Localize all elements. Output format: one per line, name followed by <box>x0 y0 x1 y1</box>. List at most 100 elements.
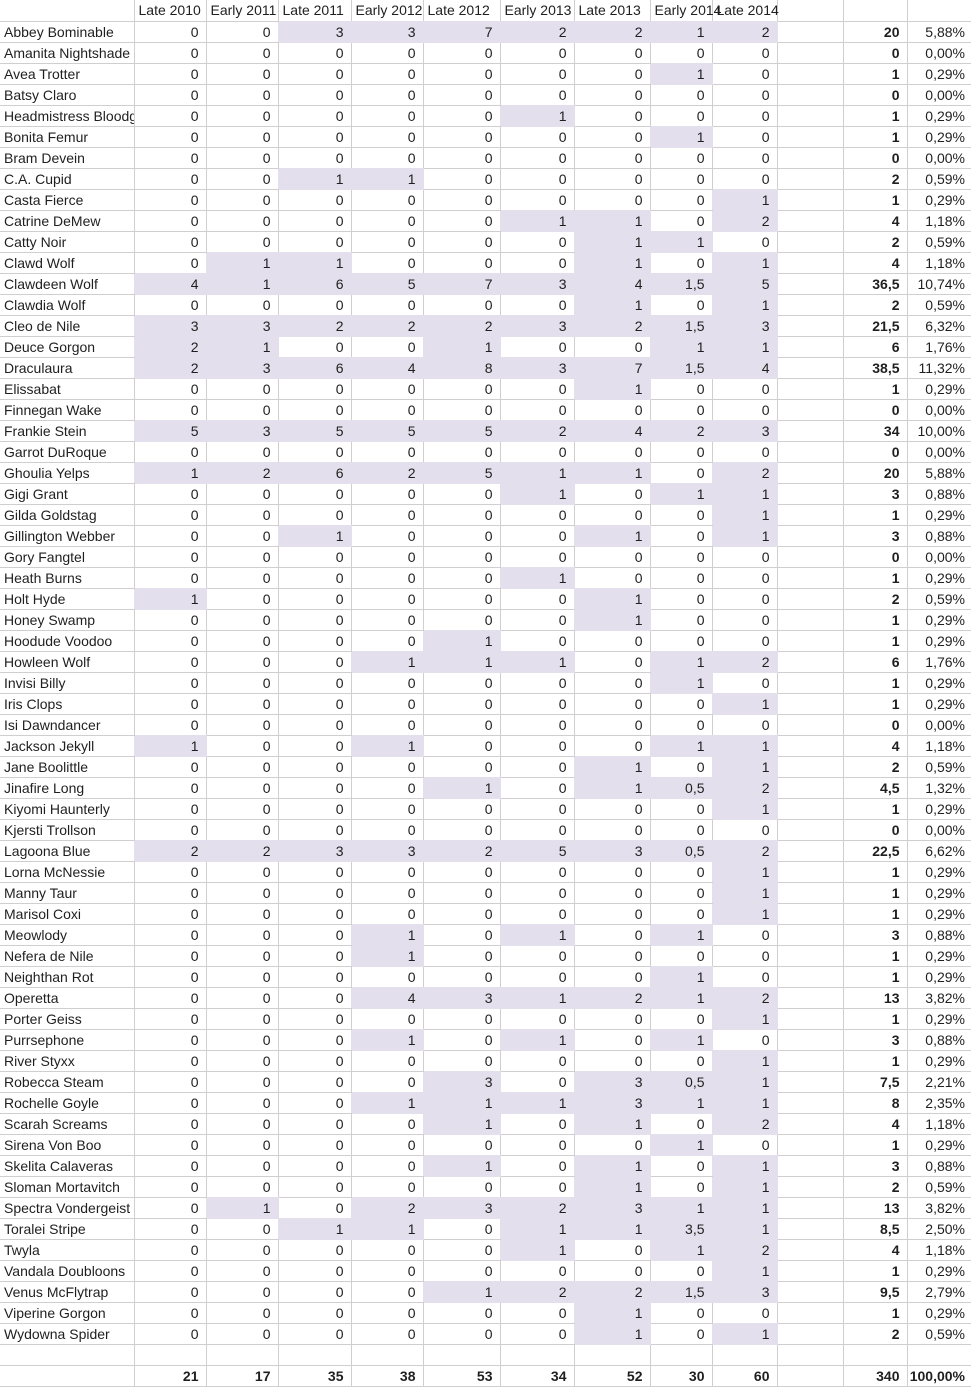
spacer-cell[interactable] <box>777 777 844 799</box>
value-cell[interactable]: 0,5 <box>650 1071 713 1093</box>
value-cell[interactable]: 1 <box>500 105 575 127</box>
value-cell[interactable]: 0 <box>650 819 713 841</box>
row-total-cell[interactable]: 1 <box>843 1050 908 1072</box>
column-total-cell[interactable]: 38 <box>351 1365 424 1387</box>
row-total-cell[interactable]: 1 <box>843 567 908 589</box>
column-header-late-2013[interactable]: Late 2013 <box>574 0 651 22</box>
row-total-cell[interactable]: 0 <box>843 84 908 106</box>
value-cell[interactable]: 0 <box>500 252 575 274</box>
value-cell[interactable]: 0 <box>650 609 713 631</box>
value-cell[interactable]: 0 <box>423 567 501 589</box>
row-percent-cell[interactable]: 0,59% <box>907 294 971 316</box>
spacer-cell[interactable] <box>777 378 844 400</box>
spacer-cell[interactable] <box>777 924 844 946</box>
character-name-cell[interactable]: Catrine DeMew <box>0 210 135 232</box>
value-cell[interactable]: 1 <box>574 1323 651 1345</box>
spacer-cell[interactable] <box>777 1260 844 1282</box>
value-cell[interactable]: 0 <box>574 882 651 904</box>
character-name-cell[interactable]: Clawd Wolf <box>0 252 135 274</box>
value-cell[interactable]: 1 <box>574 777 651 799</box>
value-cell[interactable]: 5 <box>500 840 575 862</box>
value-cell[interactable]: 2 <box>574 1281 651 1303</box>
value-cell[interactable]: 3 <box>712 1281 778 1303</box>
spacer-cell[interactable] <box>777 420 844 442</box>
row-percent-cell[interactable]: 0,29% <box>907 693 971 715</box>
value-cell[interactable]: 0 <box>351 126 424 148</box>
value-cell[interactable]: 0 <box>650 945 713 967</box>
value-cell[interactable]: 0 <box>206 861 279 883</box>
value-cell[interactable]: 2 <box>134 336 207 358</box>
spacer-cell[interactable] <box>777 1008 844 1030</box>
spacer-cell[interactable] <box>777 1365 844 1387</box>
character-name-cell[interactable]: Deuce Gorgon <box>0 336 135 358</box>
row-percent-cell[interactable]: 0,00% <box>907 546 971 568</box>
character-name-cell[interactable]: Amanita Nightshade <box>0 42 135 64</box>
value-cell[interactable]: 0 <box>650 1113 713 1135</box>
value-cell[interactable]: 0 <box>206 1134 279 1156</box>
value-cell[interactable]: 0 <box>351 861 424 883</box>
value-cell[interactable]: 0 <box>206 1092 279 1114</box>
row-percent-cell[interactable]: 0,59% <box>907 756 971 778</box>
row-percent-cell[interactable]: 0,00% <box>907 441 971 463</box>
value-cell[interactable]: 0 <box>278 735 352 757</box>
value-cell[interactable]: 0 <box>650 630 713 652</box>
value-cell[interactable]: 1 <box>574 1176 651 1198</box>
value-cell[interactable]: 0 <box>278 1197 352 1219</box>
column-total-cell[interactable]: 52 <box>574 1365 651 1387</box>
spacer-cell[interactable] <box>777 84 844 106</box>
value-cell[interactable]: 7 <box>574 357 651 379</box>
spacer-cell[interactable] <box>777 504 844 526</box>
row-total-cell[interactable]: 1 <box>843 1302 908 1324</box>
value-cell[interactable]: 0 <box>351 483 424 505</box>
row-total-cell[interactable]: 1 <box>843 630 908 652</box>
value-cell[interactable]: 0 <box>134 1197 207 1219</box>
value-cell[interactable]: 0 <box>134 441 207 463</box>
value-cell[interactable]: 1 <box>574 1218 651 1240</box>
character-name-cell[interactable]: Operetta <box>0 987 135 1009</box>
value-cell[interactable]: 0 <box>423 441 501 463</box>
spacer-cell[interactable] <box>777 1239 844 1261</box>
value-cell[interactable]: 0 <box>134 819 207 841</box>
value-cell[interactable]: 1 <box>423 1113 501 1135</box>
value-cell[interactable]: 2 <box>650 420 713 442</box>
row-total-cell[interactable]: 1 <box>843 861 908 883</box>
value-cell[interactable]: 1 <box>712 1260 778 1282</box>
value-cell[interactable]: 0 <box>423 1134 501 1156</box>
character-name-cell[interactable]: Clawdia Wolf <box>0 294 135 316</box>
value-cell[interactable]: 0,5 <box>650 840 713 862</box>
value-cell[interactable]: 1 <box>650 231 713 253</box>
value-cell[interactable]: 0 <box>278 966 352 988</box>
empty-value-cell[interactable] <box>278 1344 352 1366</box>
character-name-cell[interactable]: Skelita Calaveras <box>0 1155 135 1177</box>
value-cell[interactable]: 0 <box>574 84 651 106</box>
value-cell[interactable]: 1 <box>574 525 651 547</box>
value-cell[interactable]: 0 <box>423 42 501 64</box>
value-cell[interactable]: 2 <box>500 1197 575 1219</box>
row-percent-cell[interactable]: 2,35% <box>907 1092 971 1114</box>
spacer-cell[interactable] <box>777 336 844 358</box>
value-cell[interactable]: 0 <box>134 21 207 43</box>
spacer-cell[interactable] <box>777 588 844 610</box>
value-cell[interactable]: 0 <box>574 798 651 820</box>
value-cell[interactable]: 0 <box>574 105 651 127</box>
value-cell[interactable]: 0 <box>206 63 279 85</box>
row-total-cell[interactable]: 1 <box>843 105 908 127</box>
spacer-cell[interactable] <box>777 714 844 736</box>
character-name-cell[interactable]: Meowlody <box>0 924 135 946</box>
value-cell[interactable]: 0 <box>206 1323 279 1345</box>
value-cell[interactable]: 0 <box>423 693 501 715</box>
value-cell[interactable]: 0 <box>278 231 352 253</box>
value-cell[interactable]: 2 <box>423 840 501 862</box>
spacer-cell[interactable] <box>777 441 844 463</box>
value-cell[interactable]: 1 <box>574 609 651 631</box>
row-percent-cell[interactable]: 0,59% <box>907 1323 971 1345</box>
value-cell[interactable]: 0 <box>712 84 778 106</box>
value-cell[interactable]: 0 <box>712 105 778 127</box>
value-cell[interactable]: 0 <box>206 924 279 946</box>
row-percent-cell[interactable]: 10,00% <box>907 420 971 442</box>
value-cell[interactable]: 0 <box>712 147 778 169</box>
value-cell[interactable]: 0 <box>650 1302 713 1324</box>
value-cell[interactable]: 0 <box>351 231 424 253</box>
value-cell[interactable]: 0 <box>351 63 424 85</box>
value-cell[interactable]: 0 <box>650 399 713 421</box>
